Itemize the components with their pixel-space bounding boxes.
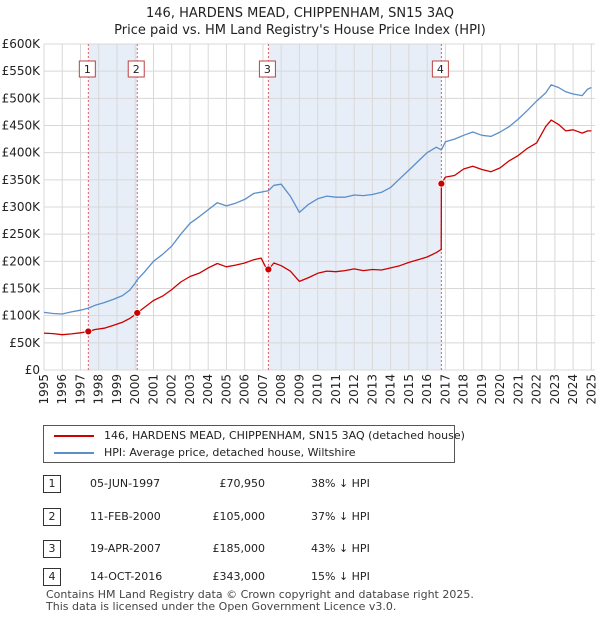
x-tick-label: 1997 <box>73 374 87 405</box>
footer: Contains HM Land Registry data © Crown c… <box>46 589 474 613</box>
transaction-date: 14-OCT-2016 <box>90 570 163 583</box>
transaction-hpi: 37% ↓ HPI <box>311 510 370 523</box>
x-tick-label: 2018 <box>457 374 471 405</box>
x-tick-label: 2014 <box>384 374 398 405</box>
x-tick-label: 2015 <box>402 374 416 405</box>
legend-label-hpi: HPI: Average price, detached house, Wilt… <box>104 446 356 459</box>
transaction-number: 2 <box>43 508 61 526</box>
sale-point <box>84 327 93 336</box>
footer-license: This data is licensed under the Open Gov… <box>46 600 397 613</box>
x-tick-label: 2000 <box>128 374 142 405</box>
transaction-row: 2 11-FEB-2000 £105,000 37% ↓ HPI <box>43 506 583 530</box>
x-tick-label: 2024 <box>566 374 580 405</box>
y-tick-label: £550K <box>2 64 42 78</box>
transaction-price: £185,000 <box>212 542 266 555</box>
y-tick-label: £350K <box>2 173 42 187</box>
x-tick-label: 2007 <box>256 374 270 405</box>
transaction-number: 1 <box>43 475 61 493</box>
sale-marker-label: 2 <box>133 63 140 76</box>
y-tick-label: £200K <box>2 254 42 268</box>
y-tick-label: £150K <box>2 282 42 296</box>
y-tick-label: £250K <box>2 227 42 241</box>
y-tick-label: £600K <box>2 37 42 51</box>
transaction-date: 19-APR-2007 <box>90 542 162 555</box>
y-tick-label: £100K <box>2 309 42 323</box>
x-tick-label: 2005 <box>219 374 233 405</box>
transaction-row: 3 19-APR-2007 £185,000 43% ↓ HPI <box>43 538 583 562</box>
x-tick-label: 2009 <box>292 374 306 405</box>
x-tick-label: 1998 <box>92 374 106 405</box>
x-tick-label: 2020 <box>493 374 507 405</box>
x-tick-label: 2001 <box>146 374 160 405</box>
sale-marker-box <box>127 60 145 78</box>
x-tick-label: 1995 <box>37 374 51 405</box>
transaction-row: 4 14-OCT-2016 £343,000 15% ↓ HPI <box>43 566 583 590</box>
sale-marker-box <box>431 60 449 78</box>
sale-marker-label: 3 <box>264 63 271 76</box>
sale-marker-label: 4 <box>437 63 444 76</box>
y-tick-label: £0 <box>25 363 40 377</box>
x-tick-label: 2019 <box>475 374 489 405</box>
transaction-price: £70,950 <box>219 477 266 490</box>
legend-item-hpi: HPI: Average price, detached house, Wilt… <box>54 445 356 461</box>
x-tick-label: 2023 <box>548 374 562 405</box>
transaction-number: 3 <box>43 540 61 558</box>
x-tick-label: 2021 <box>511 374 525 405</box>
legend-label-property: 146, HARDENS MEAD, CHIPPENHAM, SN15 3AQ … <box>104 429 465 442</box>
hpi-series-line <box>43 84 592 315</box>
x-tick-label: 2003 <box>183 374 197 405</box>
sale-marker-box <box>78 60 96 78</box>
transaction-row: 1 05-JUN-1997 £70,950 38% ↓ HPI <box>43 473 583 497</box>
x-tick-label: 2006 <box>238 374 252 405</box>
x-tick-label: 2002 <box>165 374 179 405</box>
transaction-date: 11-FEB-2000 <box>90 510 161 523</box>
sale-point <box>133 309 142 317</box>
chart-subtitle: Price paid vs. HM Land Registry's House … <box>114 23 486 38</box>
sale-point <box>437 179 446 188</box>
chart-title: 146, HARDENS MEAD, CHIPPENHAM, SN15 3AQ <box>146 6 454 21</box>
transaction-hpi: 38% ↓ HPI <box>311 477 370 490</box>
y-tick-label: £500K <box>2 91 42 105</box>
y-tick-label: £300K <box>2 200 42 214</box>
sale-marker-box <box>258 60 276 78</box>
y-tick-label: £400K <box>2 146 42 160</box>
x-tick-label: 2025 <box>584 374 598 405</box>
transaction-number: 4 <box>43 568 61 586</box>
x-tick-label: 2017 <box>438 374 452 405</box>
transaction-date: 05-JUN-1997 <box>90 477 161 490</box>
x-tick-label: 2013 <box>365 374 379 405</box>
x-tick-label: 2008 <box>274 374 288 405</box>
y-tick-label: £50K <box>9 336 41 350</box>
legend-swatch-red <box>54 435 94 437</box>
y-tick-label: £450K <box>2 119 42 133</box>
transaction-hpi: 43% ↓ HPI <box>311 542 370 555</box>
x-tick-label: 1996 <box>55 374 69 405</box>
sale-point <box>264 265 273 274</box>
footer-copyright: Contains HM Land Registry data © Crown c… <box>46 588 474 601</box>
x-tick-label: 2010 <box>311 374 325 405</box>
x-tick-label: 2011 <box>329 374 343 405</box>
x-tick-label: 2016 <box>420 374 434 405</box>
x-tick-label: 2004 <box>201 374 215 405</box>
x-tick-label: 2012 <box>347 374 361 405</box>
x-tick-label: 2022 <box>530 374 544 405</box>
legend-item-property: 146, HARDENS MEAD, CHIPPENHAM, SN15 3AQ … <box>54 428 465 444</box>
transaction-price: £343,000 <box>212 570 266 583</box>
price-chart: 146, HARDENS MEAD, CHIPPENHAM, SN15 3AQ … <box>2 6 599 405</box>
legend: 146, HARDENS MEAD, CHIPPENHAM, SN15 3AQ … <box>43 425 465 463</box>
x-tick-label: 1999 <box>110 374 124 405</box>
transaction-hpi: 15% ↓ HPI <box>311 570 370 583</box>
transaction-price: £105,000 <box>212 510 266 523</box>
legend-swatch-blue <box>54 452 94 454</box>
sale-marker-label: 1 <box>84 63 91 76</box>
